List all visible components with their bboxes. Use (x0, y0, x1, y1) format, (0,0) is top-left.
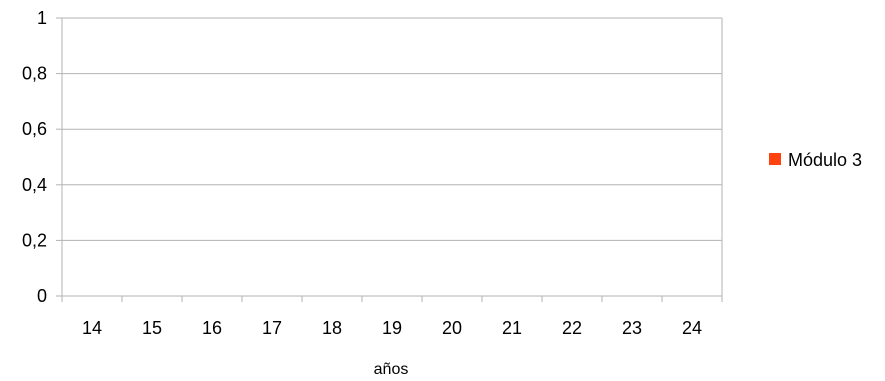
y-tick-label: 0 (37, 286, 47, 306)
x-tick-label: 21 (502, 318, 522, 338)
legend-label: Módulo 3 (788, 150, 862, 170)
x-tick-label: 24 (682, 318, 702, 338)
legend-swatch (769, 153, 781, 165)
y-axis-ticks: 0 0,2 0,4 0,6 0,8 1 (22, 8, 62, 306)
y-tick-label: 0,2 (22, 230, 47, 250)
x-tick-label: 19 (382, 318, 402, 338)
x-axis-title: años (374, 361, 409, 378)
plot-background (62, 18, 722, 296)
x-tick-label: 17 (262, 318, 282, 338)
y-tick-label: 1 (37, 8, 47, 28)
plot-area (62, 18, 722, 296)
x-axis-ticks: 14 15 16 17 18 19 20 21 22 23 24 (61, 296, 723, 338)
x-tick-label: 15 (142, 318, 162, 338)
x-tick-label: 20 (442, 318, 462, 338)
legend: Módulo 3 (769, 150, 862, 170)
x-tick-label: 16 (202, 318, 222, 338)
y-tick-label: 0,6 (22, 119, 47, 139)
y-tick-label: 0,4 (22, 175, 47, 195)
gridlines (62, 17, 722, 241)
x-tick-label: 22 (562, 318, 582, 338)
x-tick-label: 18 (322, 318, 342, 338)
axes (61, 18, 723, 302)
y-tick-label: 0,8 (22, 64, 47, 84)
x-tick-label: 14 (82, 318, 102, 338)
x-tick-label: 23 (622, 318, 642, 338)
